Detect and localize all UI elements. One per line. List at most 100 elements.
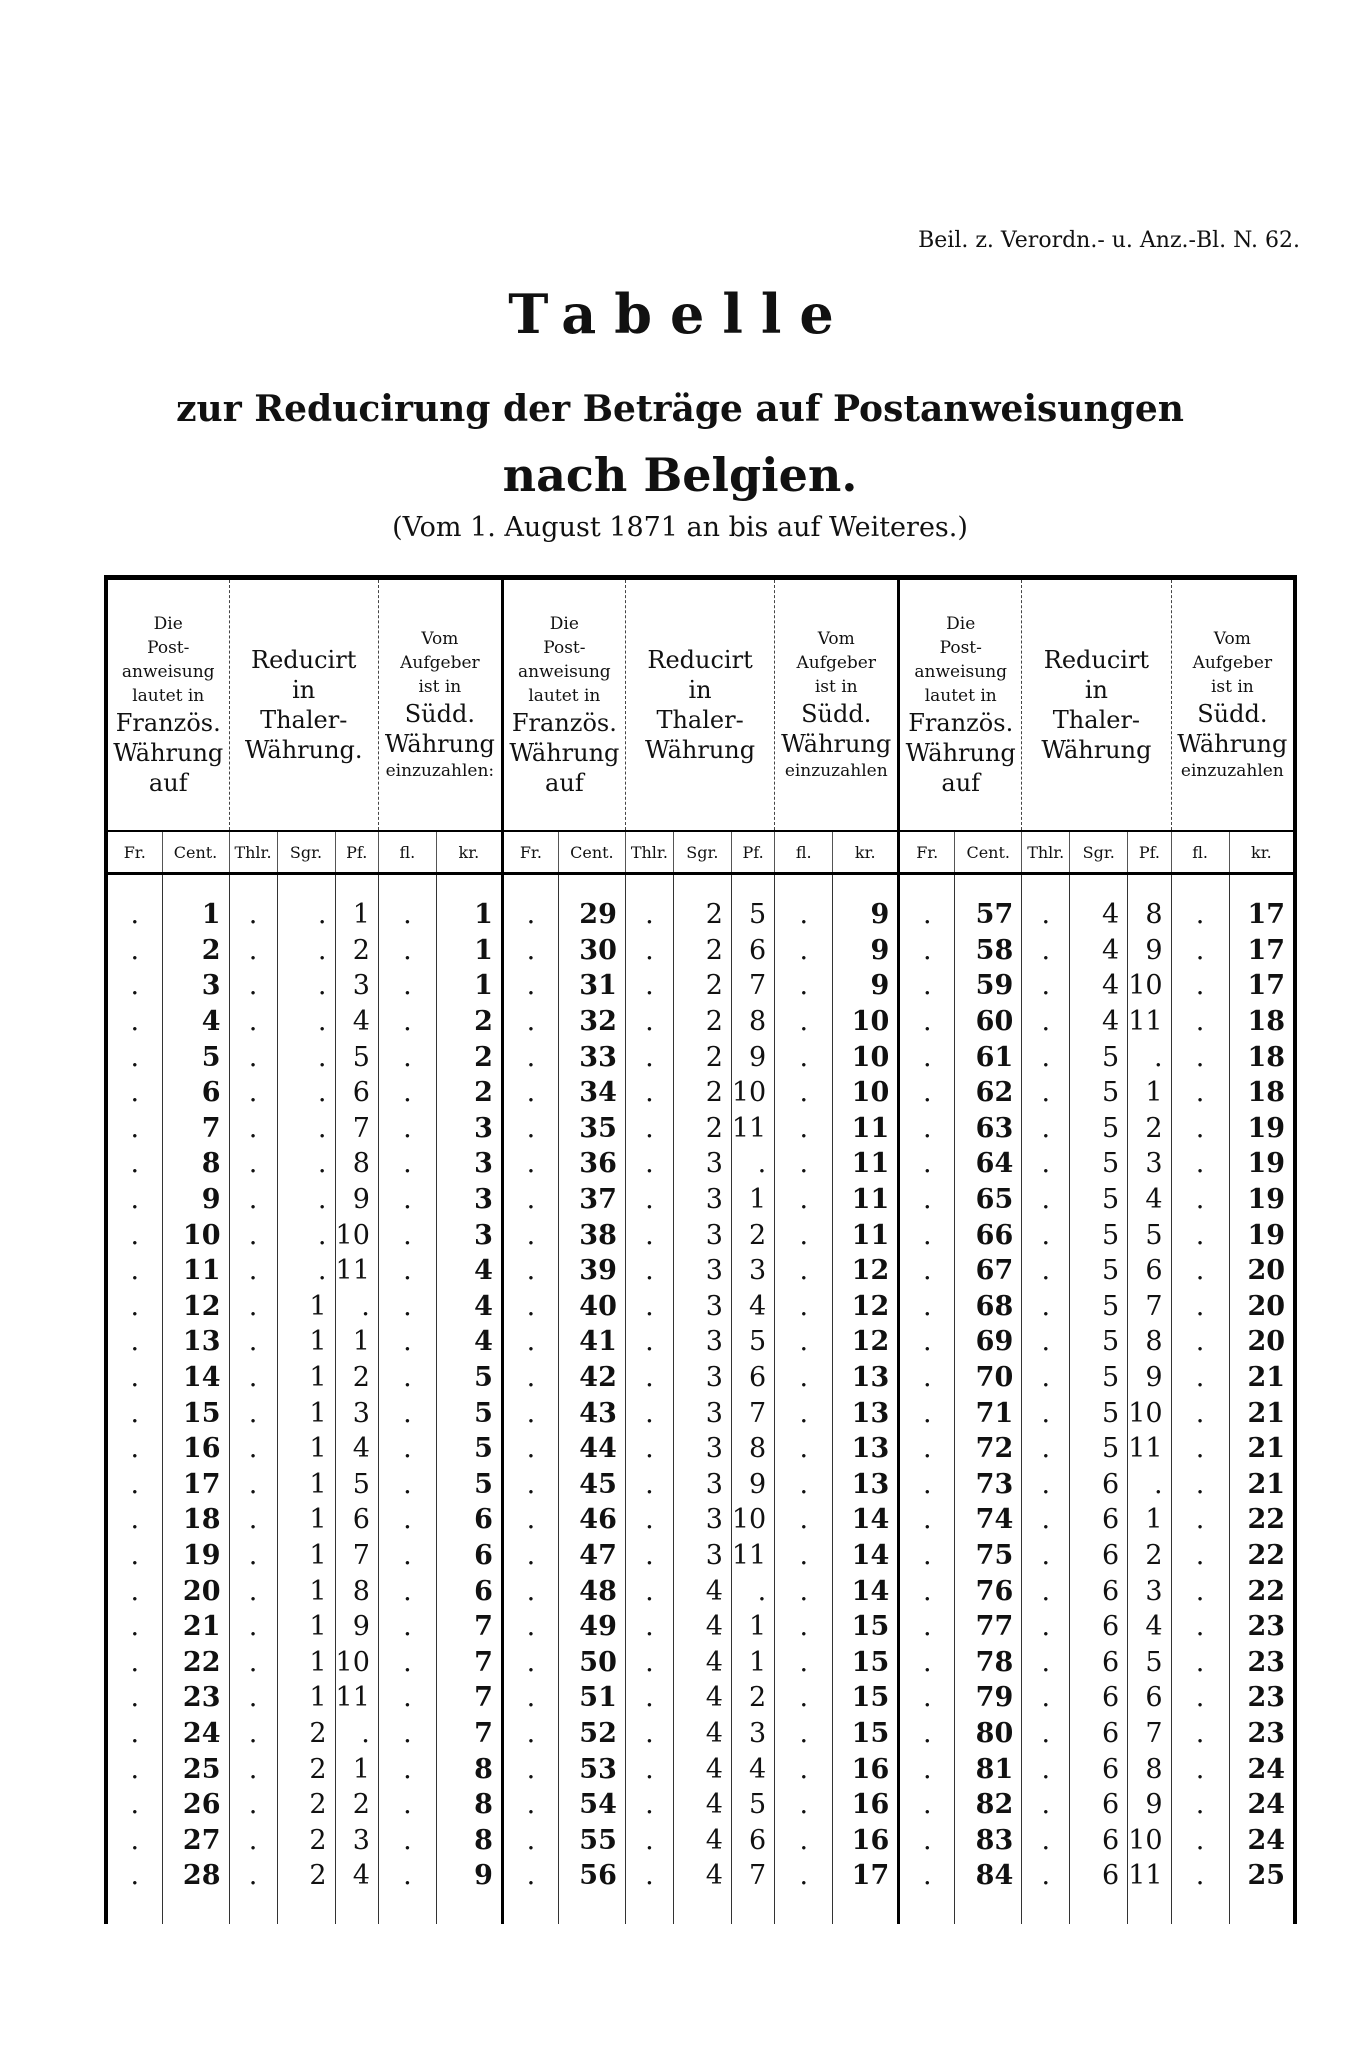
cent-cell: 67: [954, 1252, 1022, 1289]
sgr-cell: 3: [672, 1537, 732, 1574]
sgr-cell: .: [276, 1039, 335, 1075]
kr-cell: 11: [832, 1217, 899, 1253]
sgr-cell: 1: [276, 1395, 335, 1431]
pf-cell: 2: [334, 1359, 379, 1396]
kr-cell: 23: [1228, 1608, 1296, 1645]
kr-cell: 8: [435, 1751, 503, 1787]
pf-cell: 10: [1127, 1395, 1172, 1431]
fr-cell: .: [500, 1537, 559, 1574]
kr-cell: 19: [1228, 1181, 1296, 1218]
thlr-cell: .: [228, 1181, 277, 1218]
fr-cell: .: [105, 1288, 162, 1325]
thlr-cell: .: [1021, 1288, 1070, 1325]
table-row: . 1.. 1. 1. 29. 2 5. 9. 57. 4 8. 17: [105, 897, 1296, 933]
fr-cell: .: [105, 1466, 162, 1503]
kr-cell: 6: [435, 1537, 503, 1574]
cent-cell: 72: [954, 1430, 1022, 1467]
cent-cell: 66: [954, 1217, 1022, 1253]
sgr-cell: 6: [1069, 1644, 1128, 1681]
fl-cell: .: [1170, 1074, 1230, 1111]
cent-cell: 71: [954, 1395, 1022, 1431]
sgr-cell: 3: [672, 1466, 732, 1503]
kr-cell: 3: [435, 1217, 503, 1253]
pf-cell: 4: [334, 1003, 379, 1040]
fl-cell: .: [774, 1466, 833, 1503]
header-line: einzuzahlen:: [385, 761, 495, 781]
pf-cell: 10: [730, 1074, 775, 1111]
kr-cell: 10: [832, 1003, 899, 1040]
fl-cell: .: [1170, 1573, 1230, 1609]
fr-cell: .: [897, 1573, 955, 1609]
fl-cell: .: [1170, 1110, 1230, 1147]
pf-cell: 11: [730, 1537, 775, 1574]
sgr-cell: 1: [276, 1430, 335, 1467]
kr-cell: 24: [1228, 1822, 1296, 1859]
kr-cell: 9: [832, 932, 899, 969]
cent-cell: 74: [954, 1502, 1022, 1538]
header-line: in: [292, 676, 316, 704]
pf-cell: 8: [1127, 1751, 1172, 1787]
fr-cell: .: [105, 968, 162, 1004]
fl-cell: .: [774, 1786, 833, 1823]
fr-cell: .: [500, 1181, 559, 1218]
cent-cell: 3: [161, 968, 229, 1004]
kr-cell: 15: [832, 1715, 899, 1752]
table-row: . 23. 1 11. 7. 51. 4 2. 15. 79. 6 6. 23: [105, 1680, 1296, 1716]
unit-label: kr.: [1228, 831, 1296, 875]
cent-cell: 35: [557, 1110, 626, 1147]
thlr-cell: .: [1021, 1680, 1070, 1716]
sgr-cell: 6: [1069, 1537, 1128, 1574]
cent-cell: 44: [557, 1430, 626, 1467]
cent-cell: 39: [557, 1252, 626, 1289]
unit-label: Sgr.: [1069, 831, 1128, 875]
kr-cell: 4: [435, 1252, 503, 1289]
kr-cell: 23: [1228, 1644, 1296, 1681]
pf-cell: 5: [334, 1466, 379, 1503]
fl-cell: .: [774, 1110, 833, 1147]
header-line: Währung: [384, 730, 495, 758]
kr-cell: 7: [435, 1608, 503, 1645]
kr-cell: 5: [435, 1395, 503, 1431]
table-row: . 4.. 4. 2. 32. 2 8. 10. 60. 4 11. 18: [105, 1003, 1296, 1040]
cent-cell: 11: [161, 1252, 229, 1289]
sgr-cell: 4: [1069, 932, 1128, 969]
fr-cell: .: [897, 1751, 955, 1787]
cent-cell: 75: [954, 1537, 1022, 1574]
header-line: lautet in: [132, 686, 205, 706]
unit-label: kr.: [832, 831, 899, 875]
kr-cell: 18: [1228, 1039, 1296, 1075]
cent-cell: 20: [161, 1573, 229, 1609]
cent-cell: 21: [161, 1608, 229, 1645]
kr-cell: 19: [1228, 1146, 1296, 1182]
fl-cell: .: [774, 1039, 833, 1075]
table-row: . 27. 2 3. 8. 55. 4 6. 16. 83. 6 10. 24: [105, 1822, 1296, 1859]
fr-cell: .: [500, 1822, 559, 1859]
thlr-cell: .: [1021, 1644, 1070, 1681]
sgr-cell: 2: [276, 1715, 335, 1752]
fr-cell: .: [500, 1573, 559, 1609]
pf-cell: 5: [334, 1039, 379, 1075]
sgr-cell: 3: [672, 1252, 732, 1289]
sgr-cell: 5: [1069, 1110, 1128, 1147]
pf-cell: 8: [730, 1003, 775, 1040]
table-row: . 24. 2.. 7. 52. 4 3. 15. 80. 6 7. 23: [105, 1715, 1296, 1752]
fl-cell: .: [377, 1359, 437, 1396]
header-line: Reducirt: [647, 646, 753, 674]
sgr-cell: 6: [1069, 1573, 1128, 1609]
pf-cell: 5: [730, 1324, 775, 1360]
table-row: . 26. 2 2. 8. 54. 4 5. 16. 82. 6 9. 24: [105, 1786, 1296, 1823]
cent-cell: 17: [161, 1466, 229, 1503]
fr-cell: .: [897, 897, 955, 933]
fl-cell: .: [377, 1430, 437, 1467]
sgr-cell: 5: [1069, 1074, 1128, 1111]
header-line: Aufgeber: [796, 653, 876, 673]
fl-cell: .: [377, 1395, 437, 1431]
fl-cell: .: [774, 1288, 833, 1325]
pf-cell: 6: [1127, 1252, 1172, 1289]
kr-cell: 2: [435, 1039, 503, 1075]
sgr-cell: .: [276, 1217, 335, 1253]
kr-cell: 3: [435, 1146, 503, 1182]
kr-cell: 19: [1228, 1217, 1296, 1253]
fl-cell: .: [774, 1181, 833, 1218]
kr-cell: 10: [832, 1039, 899, 1075]
